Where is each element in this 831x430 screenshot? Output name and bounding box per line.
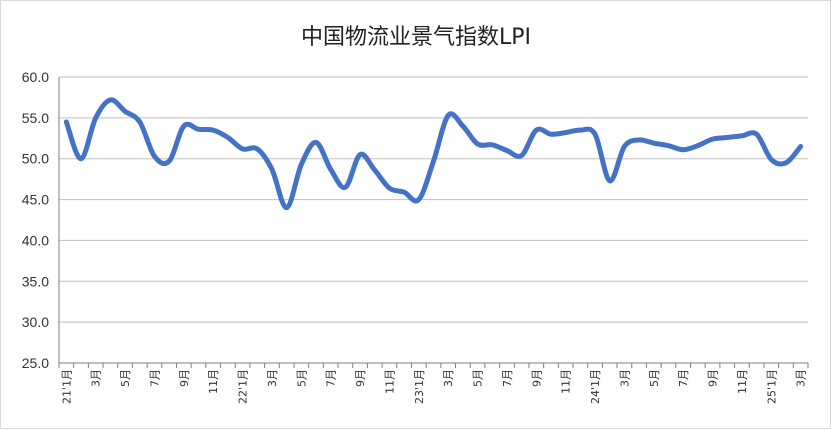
- data-point: [548, 132, 553, 137]
- y-tick-label: 25.0: [22, 355, 49, 371]
- x-tick-label: 23'1月: [413, 369, 426, 404]
- data-point: [416, 197, 421, 202]
- x-tick-label: 21'1月: [60, 369, 73, 404]
- data-point: [387, 186, 392, 191]
- data-point: [299, 162, 304, 167]
- x-tick-label: 3月: [442, 369, 455, 387]
- data-point: [372, 168, 377, 173]
- data-point: [137, 119, 142, 124]
- chart-title: 中国物流业景气指数LPI: [301, 25, 531, 50]
- data-point: [167, 159, 172, 164]
- data-point: [358, 152, 363, 157]
- y-tick-label: 30.0: [22, 314, 49, 330]
- data-point: [769, 157, 774, 162]
- data-point: [314, 140, 319, 145]
- data-point: [123, 109, 128, 114]
- data-point: [637, 137, 642, 142]
- x-tick-label: 7月: [148, 369, 161, 387]
- data-point: [225, 135, 230, 140]
- data-point: [534, 128, 539, 133]
- data-point: [666, 143, 671, 148]
- x-tick-label: 11月: [736, 369, 749, 394]
- x-tick-label: 5月: [295, 369, 308, 387]
- data-point: [695, 143, 700, 148]
- data-point: [739, 133, 744, 138]
- x-tick-label: 9月: [530, 369, 543, 387]
- x-tick-label: 11月: [207, 369, 220, 394]
- x-axis: 21'1月 3月 5月 7月 9月 11月 22'1月 3月 5月 7月 9月 11月 23'1月 3月 5…: [58, 362, 809, 404]
- x-tick-label: 3月: [266, 369, 279, 387]
- data-point: [710, 137, 715, 142]
- x-tick-label: 3月: [618, 369, 631, 387]
- data-point: [725, 135, 730, 140]
- data-point: [152, 154, 157, 159]
- data-point: [240, 146, 245, 151]
- x-tick-label: 22'1月: [237, 369, 250, 404]
- data-point: [475, 142, 480, 147]
- x-tick-label: 9月: [707, 369, 720, 387]
- x-tick-label: 5月: [648, 369, 661, 387]
- data-point: [196, 127, 201, 132]
- data-point: [504, 148, 509, 153]
- data-point: [269, 167, 274, 172]
- y-tick-label: 40.0: [22, 232, 49, 248]
- x-tick-label: 5月: [472, 369, 485, 387]
- x-tick-label: 9月: [178, 369, 191, 387]
- x-tick-label: 7月: [501, 369, 514, 387]
- x-tick-label: 24'1月: [589, 369, 602, 404]
- data-point: [328, 167, 333, 172]
- data-point: [79, 156, 84, 161]
- data-point: [343, 185, 348, 190]
- gridlines: [59, 76, 808, 323]
- data-point: [64, 119, 69, 124]
- data-point: [93, 115, 98, 120]
- data-point: [622, 144, 627, 149]
- x-tick-label: 7月: [325, 369, 338, 387]
- data-point: [446, 113, 451, 118]
- series-line: [63, 97, 804, 211]
- data-point: [563, 130, 568, 135]
- data-point: [211, 128, 216, 133]
- x-tick-label: 7月: [677, 369, 690, 387]
- data-point: [181, 124, 186, 129]
- data-point: [754, 132, 759, 137]
- data-point: [490, 142, 495, 147]
- data-point: [783, 160, 788, 165]
- x-tick-label: 25'1月: [765, 369, 778, 404]
- data-point: [460, 124, 465, 129]
- y-tick-label: 35.0: [22, 273, 49, 289]
- data-point: [578, 128, 583, 133]
- x-tick-label: 3月: [90, 369, 103, 387]
- data-point: [108, 97, 113, 102]
- y-tick-label: 50.0: [22, 151, 49, 167]
- y-tick-label: 45.0: [22, 192, 49, 208]
- x-tick-label: 9月: [354, 369, 367, 387]
- data-point: [519, 153, 524, 158]
- data-point: [607, 178, 612, 183]
- data-point: [651, 141, 656, 146]
- x-tick-label: 3月: [795, 369, 808, 387]
- x-tick-label: 11月: [383, 369, 396, 394]
- data-point: [402, 190, 407, 195]
- y-tick-label: 60.0: [22, 69, 49, 85]
- x-tick-label: 11月: [560, 369, 573, 394]
- data-point: [431, 159, 436, 164]
- y-tick-label: 55.0: [22, 110, 49, 126]
- data-point: [593, 132, 598, 137]
- y-axis: 25.0 30.0 35.0 40.0 45.0 50.0 55.0 60.0: [22, 69, 60, 371]
- data-point: [284, 205, 289, 210]
- data-point: [681, 147, 686, 152]
- data-point: [798, 144, 803, 149]
- x-tick-label: 5月: [119, 369, 132, 387]
- series-lpi: [63, 97, 804, 211]
- data-point: [255, 146, 260, 151]
